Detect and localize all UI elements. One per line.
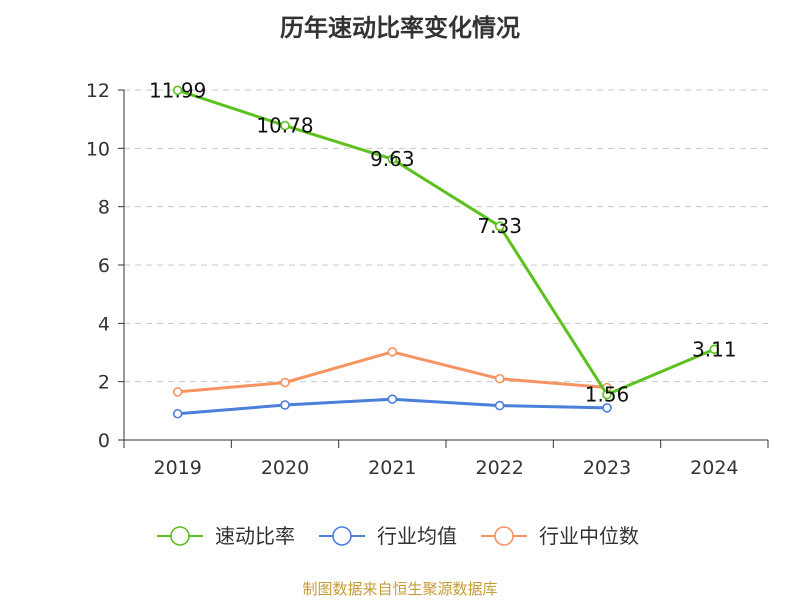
data-labels: 11.99 10.78 9.63 7.33 1.56 3.11 — [149, 78, 737, 406]
legend-item[interactable]: 速动比率 — [157, 524, 295, 548]
data-label: 1.56 — [585, 383, 630, 407]
data-point — [387, 347, 398, 357]
legend-item[interactable]: 行业中位数 — [481, 524, 639, 548]
data-point — [172, 387, 183, 397]
x-tick-label: 2022 — [475, 457, 523, 479]
data-point — [280, 120, 290, 131]
data-point — [709, 344, 720, 355]
data-point — [387, 394, 398, 404]
data-point — [280, 400, 290, 410]
y-tick-label: 10 — [86, 138, 110, 160]
data-point — [387, 154, 398, 164]
data-label: 3.11 — [692, 337, 737, 361]
y-tick-label: 12 — [86, 80, 110, 102]
series-line — [177, 88, 715, 396]
series-line — [177, 350, 608, 394]
data-point — [172, 408, 183, 419]
legend-label: 速动比率 — [215, 524, 295, 548]
y-tick-label: 0 — [98, 430, 110, 452]
data-point — [280, 377, 290, 388]
series-lines — [172, 85, 720, 419]
axes: 0 2 4 6 8 10 12 2019 2020 2021 2022 2023 2024 — [86, 80, 769, 479]
data-label: 10.78 — [256, 114, 313, 138]
source-note: 制图数据来自恒生聚源数据库 — [302, 580, 498, 598]
x-tick-label: 2019 — [153, 457, 201, 479]
x-tick-label: 2020 — [261, 457, 309, 479]
data-point — [172, 85, 183, 96]
legend[interactable]: 速动比率 行业均值 行业中位数 — [157, 524, 639, 548]
legend-marker — [170, 526, 190, 546]
legend-item[interactable]: 行业均值 — [319, 524, 457, 548]
x-tick-label: 2024 — [690, 457, 738, 479]
data-label: 11.99 — [149, 78, 206, 102]
y-tick-label: 2 — [98, 372, 110, 394]
grid-lines — [124, 89, 768, 383]
x-tick-label: 2023 — [583, 457, 631, 479]
data-point — [602, 389, 612, 400]
legend-label: 行业中位数 — [539, 524, 639, 548]
legend-marker — [332, 526, 352, 546]
data-point — [494, 373, 505, 384]
y-tick-label: 6 — [98, 255, 110, 277]
x-tick-label: 2021 — [368, 457, 416, 479]
legend-marker — [494, 526, 514, 546]
y-tick-label: 8 — [98, 197, 110, 219]
data-label: 9.63 — [370, 147, 415, 171]
data-label: 7.33 — [477, 214, 522, 238]
chart-title: 历年速动比率变化情况 — [280, 14, 520, 42]
data-point — [602, 403, 612, 413]
y-tick-label: 4 — [98, 313, 110, 335]
data-point — [494, 400, 505, 411]
data-point — [494, 221, 505, 232]
legend-label: 行业均值 — [377, 524, 457, 548]
